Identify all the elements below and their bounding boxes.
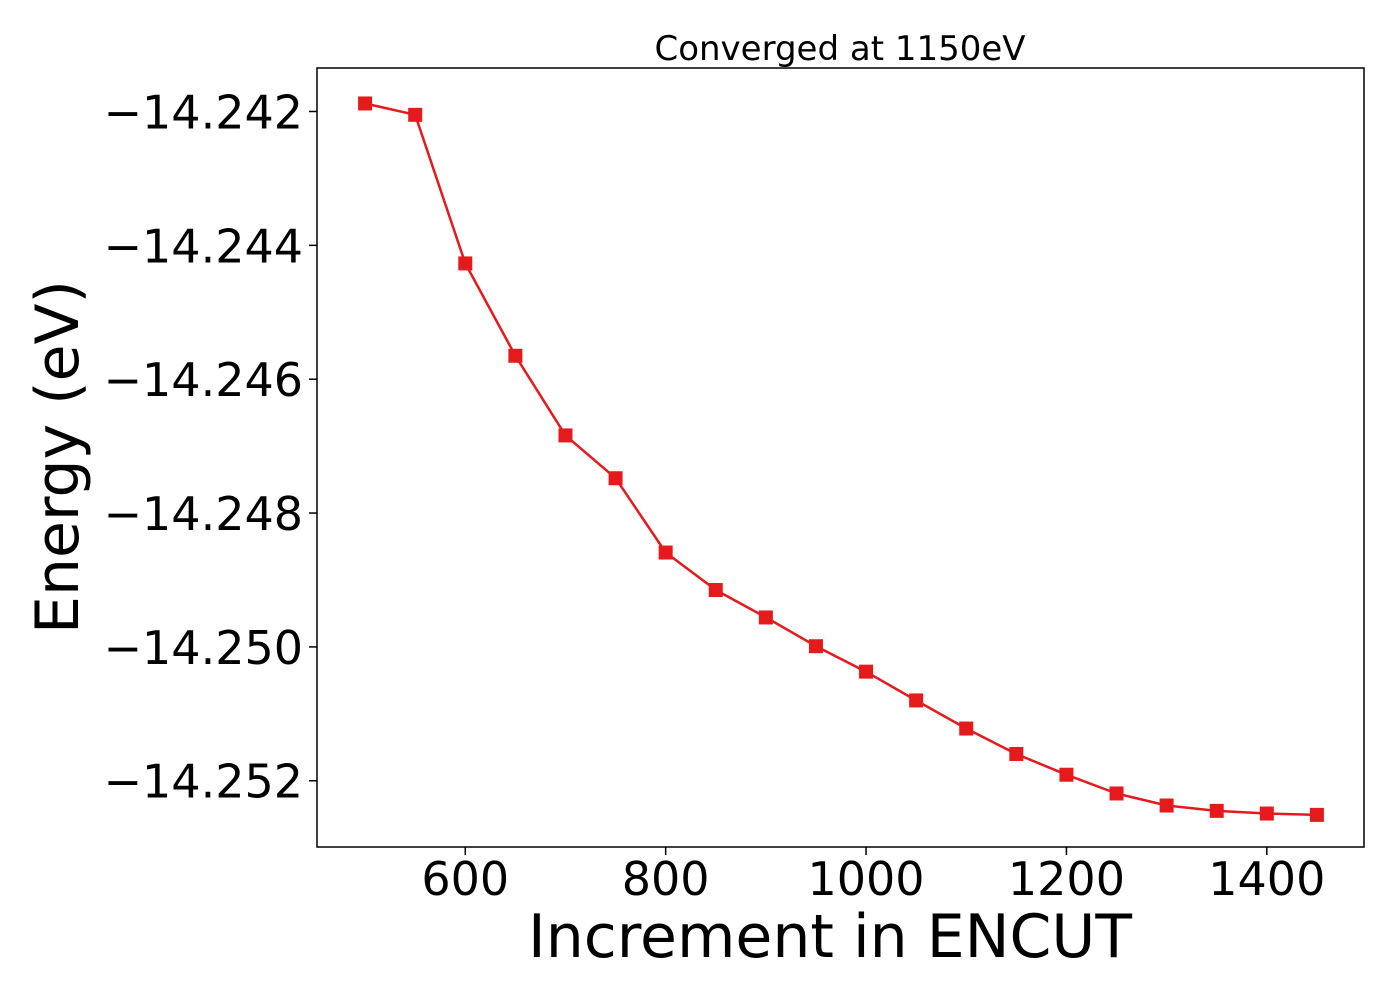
y-tick-label: −14.250: [104, 621, 304, 675]
data-point-marker: [1159, 798, 1174, 813]
x-tick-label: 1400: [1208, 852, 1325, 906]
data-point-marker: [508, 348, 523, 363]
y-tick-label: −14.248: [104, 487, 304, 541]
data-point-marker: [1209, 803, 1224, 818]
x-axis-label: Increment in ENCUT: [528, 902, 1132, 972]
data-point-marker: [859, 664, 874, 679]
data-point-marker: [1009, 746, 1024, 761]
series-line: [364, 102, 1317, 817]
data-point-marker: [808, 639, 823, 654]
chart-title: Converged at 1150eV: [654, 29, 1025, 69]
data-point-marker: [1109, 786, 1124, 801]
y-tick-label: −14.246: [104, 353, 304, 407]
plot-frame: [316, 67, 1365, 848]
y-axis-label: Energy (eV): [23, 280, 93, 634]
data-point-marker: [1259, 806, 1274, 821]
data-point-marker: [708, 583, 723, 598]
x-tick-label: 1200: [1008, 852, 1125, 906]
data-point-marker: [408, 107, 423, 122]
series-layer: [358, 96, 1324, 822]
data-point-marker: [909, 693, 924, 708]
data-point-marker: [1309, 807, 1324, 822]
y-tick-label: −14.252: [104, 755, 304, 809]
data-point-marker: [658, 545, 673, 560]
y-tick-label: −14.242: [104, 86, 304, 140]
x-axis: 600 800 1000 1200 1400: [421, 847, 1325, 906]
data-point-marker: [758, 610, 773, 625]
data-point-marker: [458, 256, 473, 271]
y-axis: −14.242 −14.244 −14.246 −14.248 −14.250 −14.2…: [104, 86, 317, 809]
data-point-marker: [1059, 767, 1074, 782]
data-point-marker: [959, 721, 974, 736]
y-tick-label: −14.244: [104, 219, 304, 273]
x-tick-label: 600: [421, 852, 509, 906]
data-point-marker: [358, 96, 373, 111]
data-point-marker: [608, 471, 623, 486]
plot-area: 600 800 1000 1200 1400 −14.242 −14.244 −14.246…: [104, 67, 1365, 906]
x-tick-label: 800: [622, 852, 710, 906]
data-point-marker: [558, 428, 573, 443]
x-tick-label: 1000: [808, 852, 925, 906]
